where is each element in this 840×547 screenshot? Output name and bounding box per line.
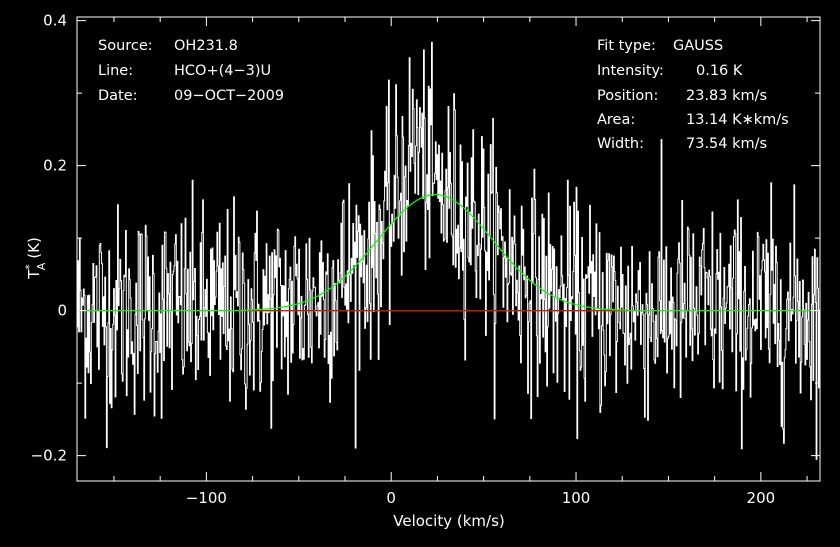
source-label: Source: xyxy=(98,38,153,54)
x-tick-label: 200 xyxy=(747,489,776,507)
intensity-label: Intensity: xyxy=(597,63,664,79)
tick-labels: −100 0 100 200 −0.2 0 0.2 0.4 xyxy=(31,12,776,507)
x-tick-label: 0 xyxy=(386,489,396,507)
source-value: OH231.8 xyxy=(174,38,238,54)
position-value: 23.83 km/s xyxy=(686,88,767,104)
x-axis-label: Velocity (km/s) xyxy=(393,512,504,530)
fit-info: Fit type: GAUSS Intensity: 0.16 K Positi… xyxy=(597,38,789,152)
position-label: Position: xyxy=(597,88,658,104)
area-value: 13.14 K∗km/s xyxy=(686,112,789,128)
plot-frame xyxy=(76,16,821,482)
date-value: 09−OCT−2009 xyxy=(174,88,284,104)
y-tick-label: 0.4 xyxy=(43,12,67,30)
line-value: HCO+(4−3)U xyxy=(174,63,271,79)
y-tick-label: −0.2 xyxy=(31,447,67,465)
fit-type-value: GAUSS xyxy=(673,38,723,54)
fit-layer xyxy=(77,193,820,312)
width-value: 73.54 km/s xyxy=(686,136,767,152)
spectrum-trace xyxy=(77,41,821,460)
axes xyxy=(76,16,821,482)
width-label: Width: xyxy=(597,136,644,152)
y-axis-label: T*A(K) xyxy=(23,237,48,280)
area-label: Area: xyxy=(597,112,635,128)
spectrum-line xyxy=(77,41,821,460)
y-tick-label: 0 xyxy=(57,302,67,320)
gaussian-fit-curve xyxy=(243,193,628,311)
y-tick-label: 0.2 xyxy=(43,157,67,175)
fit-type-label: Fit type: xyxy=(597,38,656,54)
date-label: Date: xyxy=(98,88,138,104)
header-info: Source: OH231.8 Line: HCO+(4−3)U Date: 0… xyxy=(98,38,284,104)
line-label: Line: xyxy=(98,63,133,79)
intensity-value: 0.16 K xyxy=(696,63,743,79)
x-tick-label: −100 xyxy=(186,489,227,507)
x-tick-label: 100 xyxy=(562,489,591,507)
